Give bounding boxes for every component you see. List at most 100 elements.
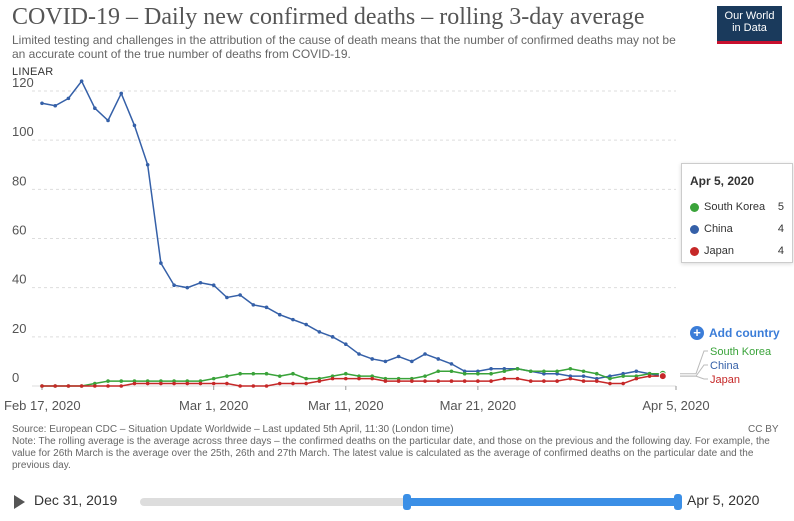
data-point <box>132 123 137 128</box>
data-point <box>410 379 414 383</box>
chart-subtitle: Limited testing and challenges in the at… <box>12 33 676 61</box>
data-point <box>423 374 427 378</box>
data-point <box>79 384 84 388</box>
data-point <box>291 317 295 322</box>
data-point <box>225 374 229 378</box>
data-point <box>79 79 84 83</box>
data-point <box>291 371 295 376</box>
data-point <box>211 376 216 381</box>
data-point <box>555 369 559 374</box>
data-point <box>330 376 335 381</box>
data-point <box>291 381 295 386</box>
tooltip-series-value: 4 <box>777 223 784 235</box>
data-point <box>251 303 256 307</box>
chart-title: COVID-19 – Daily new confirmed deaths – … <box>12 4 645 30</box>
x-tick-labels: Feb 17, 2020 Mar 1, 2020 Mar 11, 2020 Mar 2… <box>4 398 710 413</box>
data-point <box>317 379 322 383</box>
add-country-label: Add country <box>709 326 780 340</box>
timeline-start-handle[interactable] <box>402 494 411 510</box>
y-tick-labels: 0 20 40 60 80 100 120 <box>12 75 34 385</box>
data-point <box>515 376 520 381</box>
data-point <box>489 366 493 371</box>
license-link[interactable]: CC BY <box>748 424 779 435</box>
data-point <box>211 283 216 288</box>
data-point <box>225 295 229 300</box>
data-point <box>621 381 625 386</box>
data-point <box>383 379 388 383</box>
timeline-track[interactable] <box>140 494 682 510</box>
data-point <box>119 379 124 383</box>
label-connector <box>680 375 708 380</box>
data-point <box>264 384 269 388</box>
data-point <box>304 381 308 386</box>
logo-line-2: in Data <box>732 22 767 34</box>
label-connector <box>680 364 708 377</box>
x-tick-label: Apr 5, 2020 <box>642 398 709 413</box>
y-tick-label: 0 <box>12 370 19 385</box>
logo-line-1: Our World <box>724 10 775 22</box>
data-point <box>145 381 150 386</box>
data-point <box>528 369 533 374</box>
end-labels: South Korea China Japan <box>680 346 772 386</box>
scale-toggle[interactable]: LINEAR <box>12 66 54 78</box>
data-point <box>343 371 348 376</box>
timeline-end-handle[interactable] <box>673 494 682 510</box>
data-point <box>634 376 639 381</box>
data-point <box>40 101 44 106</box>
data-point <box>634 369 639 374</box>
data-point <box>502 376 507 381</box>
data-point <box>357 352 361 356</box>
data-point <box>119 384 124 388</box>
timeline-start-label: Dec 31, 2019 <box>34 492 118 508</box>
data-point <box>436 379 441 383</box>
data-point <box>383 359 388 364</box>
data-point <box>423 352 427 356</box>
note-text: Note: The rolling average is the average… <box>12 436 770 471</box>
data-point <box>93 106 97 111</box>
data-point <box>53 103 58 108</box>
data-point <box>436 369 441 374</box>
data-point <box>476 371 480 376</box>
plus-icon: + <box>690 326 704 340</box>
data-point <box>489 371 493 376</box>
footer-notes: Source: European CDC – Situation Update … <box>12 424 782 472</box>
data-point <box>66 96 71 101</box>
data-point <box>159 261 163 265</box>
data-point <box>66 384 71 388</box>
data-point <box>370 357 375 361</box>
end-label: South Korea <box>710 346 772 358</box>
data-point <box>198 381 203 386</box>
play-icon[interactable] <box>14 495 25 509</box>
end-point <box>658 372 667 381</box>
data-point <box>396 354 401 359</box>
add-country-button[interactable]: + Add country <box>690 326 780 340</box>
data-point <box>608 376 612 381</box>
x-tick-label: Mar 11, 2020 <box>308 398 384 413</box>
end-label: China <box>710 360 740 372</box>
data-point <box>145 162 150 167</box>
data-point <box>211 381 216 386</box>
data-point <box>304 376 308 381</box>
timeline-selected-range <box>402 494 682 510</box>
data-point <box>581 374 586 378</box>
series-line <box>42 375 663 387</box>
data-point <box>277 312 282 317</box>
data-point <box>264 371 269 376</box>
data-point <box>410 359 414 364</box>
owid-logo[interactable]: Our World in Data <box>717 6 782 44</box>
y-tick-label: 40 <box>12 272 26 287</box>
data-point <box>225 381 229 386</box>
data-point <box>396 379 401 383</box>
data-point <box>40 384 44 388</box>
data-point <box>555 379 559 383</box>
data-point <box>423 379 427 383</box>
data-point <box>542 379 546 383</box>
tooltip-series-value: 5 <box>777 201 784 213</box>
data-point <box>647 374 652 378</box>
data-point <box>594 379 599 383</box>
tooltip-series-value: 4 <box>777 245 784 257</box>
tooltip: Apr 5, 2020 South Korea 5 China 4 Japan … <box>681 163 793 263</box>
data-point <box>172 283 176 288</box>
data-point <box>317 330 322 334</box>
series-line <box>42 368 663 387</box>
